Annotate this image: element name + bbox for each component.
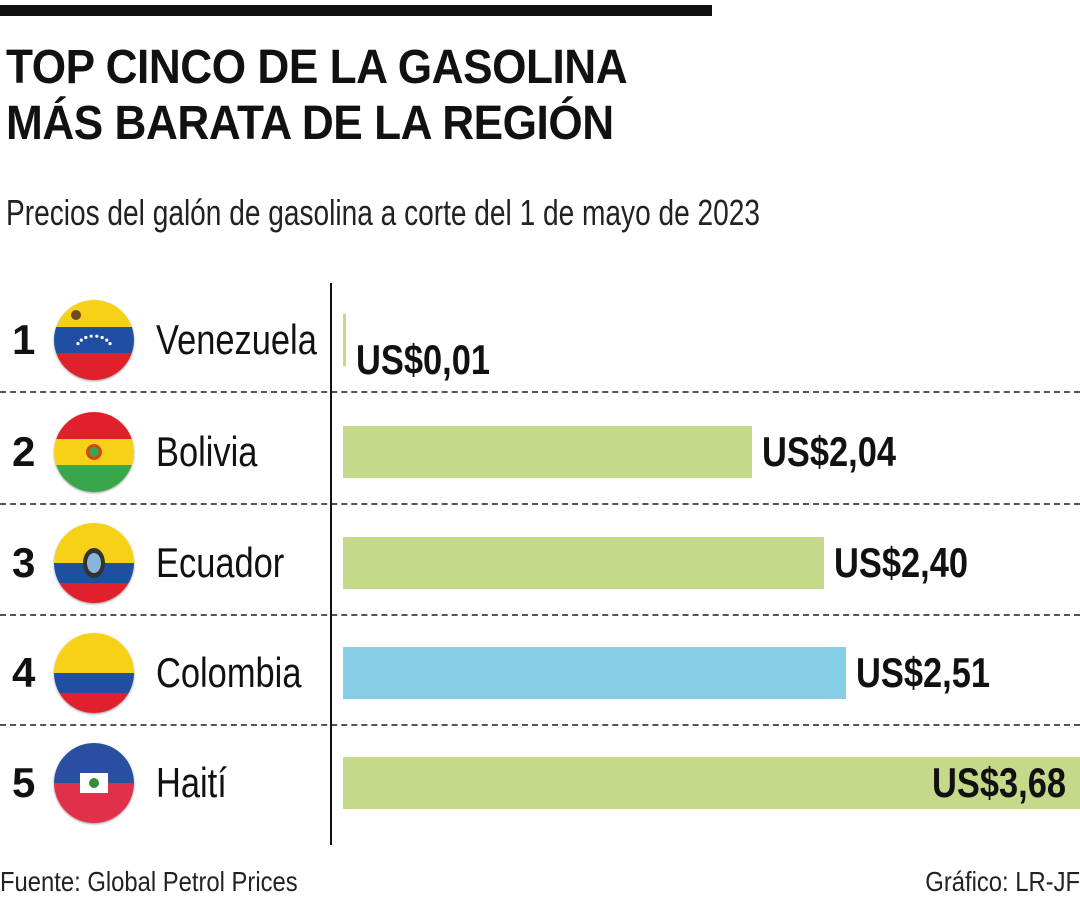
rank-number: 1 [12, 316, 36, 363]
bar [343, 537, 824, 589]
chart-subtitle: Precios del galón de gasolina a corte de… [6, 192, 760, 233]
country-label: Haití [156, 759, 227, 806]
country-label: Bolivia [156, 428, 258, 475]
title-line-1: TOP CINCO DE LA GASOLINA [6, 41, 628, 94]
haiti-flag-icon [54, 743, 134, 823]
title-line-2: MÁS BARATA DE LA REGIÓN [6, 97, 614, 150]
bar-row: 4 Colombia US$2,51 [0, 618, 1080, 728]
bar-row: 1 Venezuela US$0,01 [0, 285, 1080, 395]
y-axis-line [330, 283, 332, 845]
country-label: Colombia [156, 649, 302, 696]
data-label: US$2,40 [833, 539, 968, 586]
rank-number: 3 [12, 539, 36, 586]
credit-note: Gráfico: LR-JF [925, 866, 1080, 897]
source-note: Fuente: Global Petrol Prices [0, 866, 298, 897]
country-label: Ecuador [156, 539, 285, 586]
country-label: Venezuela [156, 316, 317, 363]
bar [343, 757, 1080, 809]
bolivia-flag-icon [54, 412, 134, 492]
bar-row: 3 Ecuador US$2,40 [0, 508, 1080, 618]
row-divider [0, 614, 1080, 616]
bar [343, 647, 846, 699]
chart-title: TOP CINCO DE LA GASOLINA MÁS BARATA DE L… [6, 40, 628, 152]
bar-row: 2 Bolivia US$2,04 [0, 397, 1080, 507]
bar-row: 5 Haití US$3,68 [0, 728, 1080, 838]
colombia-flag-icon [54, 633, 134, 713]
row-divider [0, 503, 1080, 505]
rank-number: 2 [12, 428, 36, 475]
ecuador-flag-icon [54, 523, 134, 603]
data-label: US$0,01 [356, 335, 491, 383]
data-label: US$3,68 [932, 759, 1067, 806]
data-label: US$2,04 [761, 428, 896, 475]
venezuela-flag-icon [54, 300, 134, 380]
bar [343, 314, 346, 366]
top-rule [0, 5, 712, 16]
row-divider [0, 391, 1080, 393]
rank-number: 4 [12, 649, 36, 696]
rank-number: 5 [12, 759, 36, 806]
row-divider [0, 724, 1080, 726]
bar [343, 426, 752, 478]
data-label: US$2,51 [855, 649, 990, 696]
